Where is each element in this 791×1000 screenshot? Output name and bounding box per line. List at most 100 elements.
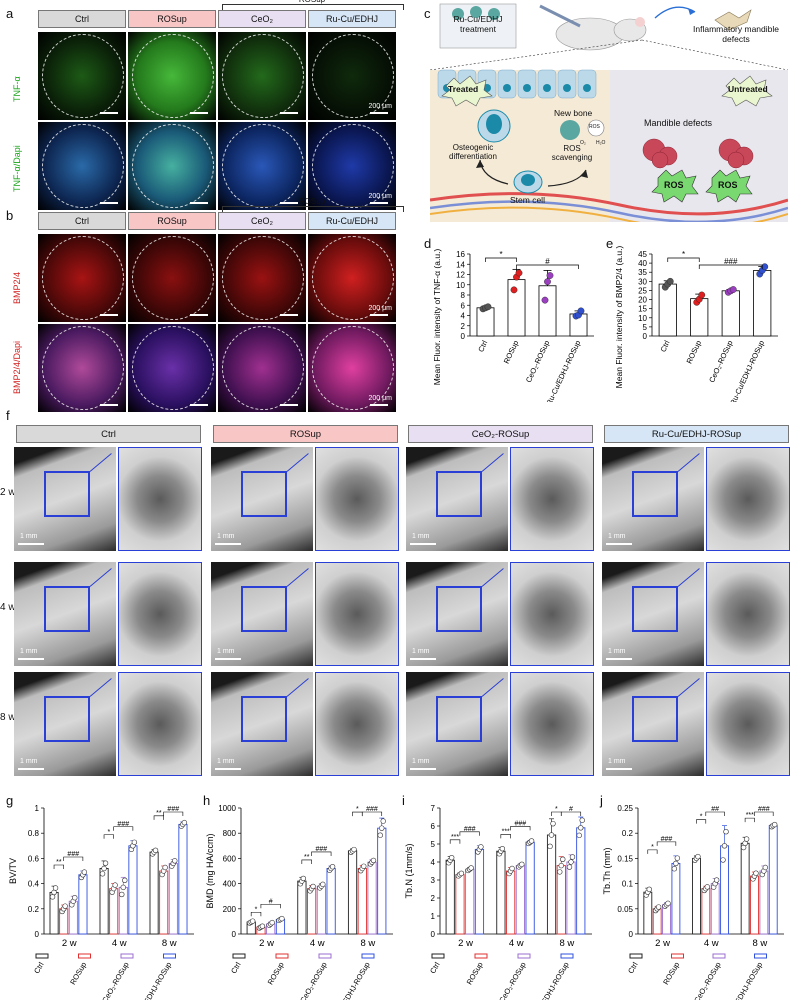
ct-zoom-2-3	[706, 672, 790, 776]
ct-scale-bar	[18, 658, 44, 660]
legend-swatch	[712, 953, 726, 959]
fluor-image-1-3: 200 μm	[308, 122, 396, 210]
y-tick-label: 0.2	[28, 905, 40, 914]
y-axis-label: BV/TV	[8, 858, 18, 884]
scale-bar	[100, 314, 118, 316]
data-point	[172, 858, 178, 864]
bar-2	[721, 290, 740, 337]
group-label: 2 w	[458, 938, 473, 949]
row-label-0: BMP2/4	[12, 271, 22, 304]
bar-3	[474, 848, 485, 935]
y-tick-label: 1	[35, 804, 40, 813]
legend-item-3: Ru-Cu/EDHJ-ROSup	[329, 961, 372, 1000]
data-point	[729, 286, 737, 293]
data-point	[81, 869, 88, 875]
legend-swatch	[163, 953, 176, 959]
ros-label-1: ROS	[664, 180, 684, 190]
ct-zoom-2-0	[118, 672, 202, 776]
data-point	[665, 900, 671, 907]
data-point	[569, 854, 576, 860]
sig-bracket	[449, 839, 461, 844]
data-point	[655, 904, 662, 910]
sig-bracket	[459, 831, 480, 836]
bar-3	[525, 841, 535, 935]
sig-bracket	[113, 826, 134, 831]
sig-bracket	[560, 811, 582, 816]
bar-3	[178, 823, 188, 935]
group-label: 8 w	[162, 938, 177, 949]
ct-scale-text: 1 mm	[217, 758, 235, 765]
y-tick-label: 0	[431, 930, 436, 939]
sig-label: ###	[117, 821, 129, 828]
group-label: 4 w	[112, 938, 127, 949]
treated-label: Treated	[448, 84, 479, 94]
sig-label: *	[499, 250, 502, 259]
y-tick-label: 0	[35, 930, 40, 939]
sig-bracket	[260, 903, 281, 909]
fluor-image-0-1	[128, 234, 216, 322]
rosup-bracket	[222, 206, 404, 212]
data-point	[568, 859, 574, 865]
roi-box	[44, 586, 90, 632]
stem-cell-label: Stem cell	[510, 195, 545, 205]
data-point	[122, 877, 128, 884]
bar-1	[455, 874, 465, 935]
data-point	[704, 884, 710, 890]
panel-letter-d: d	[424, 236, 432, 251]
ct-zoom-0-3	[706, 447, 790, 551]
sig-bracket	[311, 851, 332, 856]
data-point	[674, 855, 681, 861]
roi-box	[241, 471, 287, 517]
data-point	[499, 845, 506, 852]
category-label: Ctrl	[476, 339, 489, 354]
data-point	[112, 882, 118, 888]
legend-item-2: CeO₂-ROSup	[100, 961, 131, 1000]
ct-scale-text: 1 mm	[217, 533, 235, 540]
category-label: ROSup	[502, 339, 521, 365]
bar-0	[692, 857, 701, 935]
bar-0	[297, 880, 307, 935]
legend-swatch	[361, 953, 375, 959]
region-circle	[312, 124, 394, 208]
data-point	[468, 865, 474, 871]
y-tick-label: 6	[431, 822, 436, 831]
ct-zoom-0-1	[315, 447, 399, 551]
scale-bar	[100, 404, 118, 406]
data-point	[579, 817, 585, 823]
category-label: Ru-Cu/EDHJ-ROSup	[728, 339, 766, 402]
scale-bar	[190, 314, 208, 316]
legend-item-0: Ctrl	[428, 960, 442, 975]
sig-label: ###	[758, 806, 770, 813]
scale-bar	[370, 112, 388, 114]
data-point	[310, 883, 316, 890]
category-label: Ctrl	[658, 339, 671, 354]
group-header-1: ROSup	[128, 212, 216, 230]
y-tick-label: 0.1	[622, 880, 634, 889]
bar-2	[168, 862, 178, 935]
legend-swatch	[35, 953, 49, 959]
region-circle	[132, 236, 214, 320]
group-header-1: ROSup	[128, 10, 216, 28]
data-point	[720, 857, 726, 863]
bar-0	[546, 834, 557, 935]
scale-bar	[190, 112, 208, 114]
ct-scale-bar	[215, 658, 241, 660]
data-point	[761, 263, 769, 271]
data-point	[380, 818, 386, 824]
sig-label: *	[356, 806, 359, 813]
fluor-image-1-3: 200 μm	[308, 324, 396, 412]
y-tick-label: 25	[638, 286, 647, 295]
y-tick-label: 10	[456, 281, 465, 290]
y-tick-label: 1000	[218, 804, 236, 813]
ct-scale-bar	[410, 768, 436, 770]
ct-scale-text: 1 mm	[20, 533, 38, 540]
y-tick-label: 4	[431, 858, 436, 867]
y-tick-label: 0	[461, 332, 466, 341]
roi-box	[436, 471, 482, 517]
sig-bracket	[163, 811, 184, 816]
legend-item-3: Ru-Cu/EDHJ-ROSup	[528, 961, 571, 1000]
ct-zoom-1-3	[706, 562, 790, 666]
ct-scale-text: 1 mm	[412, 758, 430, 765]
bar-3	[326, 868, 336, 935]
region-circle	[222, 34, 304, 118]
